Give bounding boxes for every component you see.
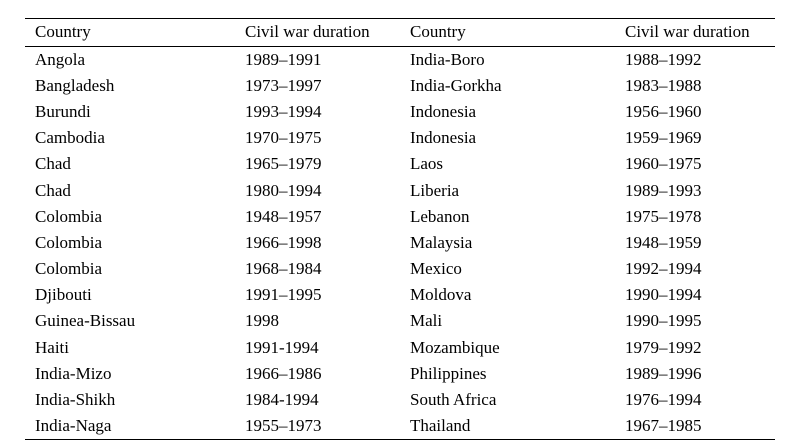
table-row: Haiti 1991-1994 Mozambique 1979–1992 (25, 335, 775, 361)
country-cell: Guinea-Bissau (35, 311, 136, 331)
table-row: Colombia 1966–1998 Malaysia 1948–1959 (25, 230, 775, 256)
country-cell: Mozambique (410, 337, 500, 357)
header-row: Country Civil war duration Country Civil… (25, 18, 775, 47)
table-row: Angola 1989–1991 India-Boro 1988–1992 (25, 47, 775, 73)
table-row: Bangladesh 1973–1997 India-Gorkha 1983–1988 (25, 73, 775, 99)
country-cell: India-Gorkha (410, 75, 502, 95)
country-cell: Colombia (35, 259, 103, 279)
country-cell: Djibouti (35, 285, 92, 305)
table-row: Cambodia 1970–1975 Indonesia 1959–1969 (25, 125, 775, 151)
country-cell: Cambodia (35, 128, 105, 148)
country-cell: Burundi (35, 101, 91, 121)
duration-cell: 1991–1995 (245, 285, 322, 305)
duration-cell: 1983–1988 (625, 75, 702, 95)
country-cell: Angola (35, 49, 86, 69)
duration-cell: 1966–1998 (245, 232, 322, 252)
duration-cell: 1979–1992 (625, 337, 702, 357)
country-cell: Moldova (410, 285, 472, 305)
country-cell: Malaysia (410, 232, 473, 252)
duration-cell: 1959–1969 (625, 128, 702, 148)
table-row: India-Naga 1955–1973 Thailand 1967–1985 (25, 413, 775, 439)
table-header: Country Civil war duration Country Civil… (25, 18, 775, 47)
table-row: Chad 1980–1994 Liberia 1989–1993 (25, 177, 775, 203)
civil-war-duration-table: Country Civil war duration Country Civil… (25, 18, 775, 440)
country-cell: Chad (35, 154, 71, 174)
country-cell: Thailand (410, 415, 471, 435)
table-row: Djibouti 1991–1995 Moldova 1990–1994 (25, 282, 775, 308)
duration-cell: 1988–1992 (625, 49, 702, 69)
header-country-left: Country (25, 18, 235, 47)
duration-cell: 1980–1994 (245, 180, 322, 200)
country-cell: India-Shikh (35, 390, 116, 410)
duration-cell: 1990–1994 (625, 285, 702, 305)
duration-cell: 1992–1994 (625, 259, 702, 279)
duration-cell: 1965–1979 (245, 154, 322, 174)
header-country-right: Country (400, 18, 615, 47)
duration-cell: 1993–1994 (245, 101, 322, 121)
country-cell: India-Naga (35, 415, 112, 435)
country-cell: Chad (35, 180, 71, 200)
country-cell: Indonesia (410, 101, 477, 121)
country-cell: Mali (410, 311, 443, 331)
country-cell: South Africa (410, 390, 497, 410)
table-row: Guinea-Bissau 1998 Mali 1990–1995 (25, 308, 775, 334)
duration-cell: 1966–1986 (245, 363, 322, 383)
duration-cell: 1998 (245, 311, 279, 331)
duration-cell: 1955–1973 (245, 415, 322, 435)
duration-cell: 1956–1960 (625, 101, 702, 121)
duration-cell: 1973–1997 (245, 75, 322, 95)
duration-cell: 1948–1957 (245, 206, 322, 226)
country-cell: Colombia (35, 232, 103, 252)
duration-cell: 1976–1994 (625, 390, 702, 410)
duration-cell: 1948–1959 (625, 232, 702, 252)
country-cell: Philippines (410, 363, 487, 383)
duration-cell: 1975–1978 (625, 206, 702, 226)
duration-cell: 1989–1993 (625, 180, 702, 200)
duration-cell: 1967–1985 (625, 415, 702, 435)
duration-cell: 1989–1996 (625, 363, 702, 383)
duration-cell: 1984-1994 (245, 390, 319, 410)
country-cell: Mexico (410, 259, 462, 279)
country-cell: India-Mizo (35, 363, 112, 383)
country-cell: Liberia (410, 180, 460, 200)
duration-cell: 1991-1994 (245, 337, 319, 357)
country-cell: India-Boro (410, 49, 485, 69)
duration-cell: 1990–1995 (625, 311, 702, 331)
country-cell: Laos (410, 154, 444, 174)
table-row: India-Mizo 1966–1986 Philippines 1989–1996 (25, 361, 775, 387)
table-row: India-Shikh 1984-1994 South Africa 1976–199… (25, 387, 775, 413)
table-row: Burundi 1993–1994 Indonesia 1956–1960 (25, 99, 775, 125)
table-body: Angola 1989–1991 India-Boro 1988–1992 Bangla… (25, 47, 775, 440)
duration-cell: 1968–1984 (245, 259, 322, 279)
country-cell: Haiti (35, 337, 69, 357)
country-cell: Colombia (35, 206, 103, 226)
duration-cell: 1960–1975 (625, 154, 702, 174)
table-row: Colombia 1948–1957 Lebanon 1975–1978 (25, 204, 775, 230)
country-cell: Bangladesh (35, 75, 115, 95)
header-duration-left: Civil war duration (235, 18, 400, 47)
country-cell: Indonesia (410, 128, 477, 148)
duration-cell: 1970–1975 (245, 128, 322, 148)
table-row: Chad 1965–1979 Laos 1960–1975 (25, 151, 775, 177)
header-duration-right: Civil war duration (615, 18, 775, 47)
table-row: Colombia 1968–1984 Mexico 1992–1994 (25, 256, 775, 282)
duration-cell: 1989–1991 (245, 49, 322, 69)
country-cell: Lebanon (410, 206, 470, 226)
